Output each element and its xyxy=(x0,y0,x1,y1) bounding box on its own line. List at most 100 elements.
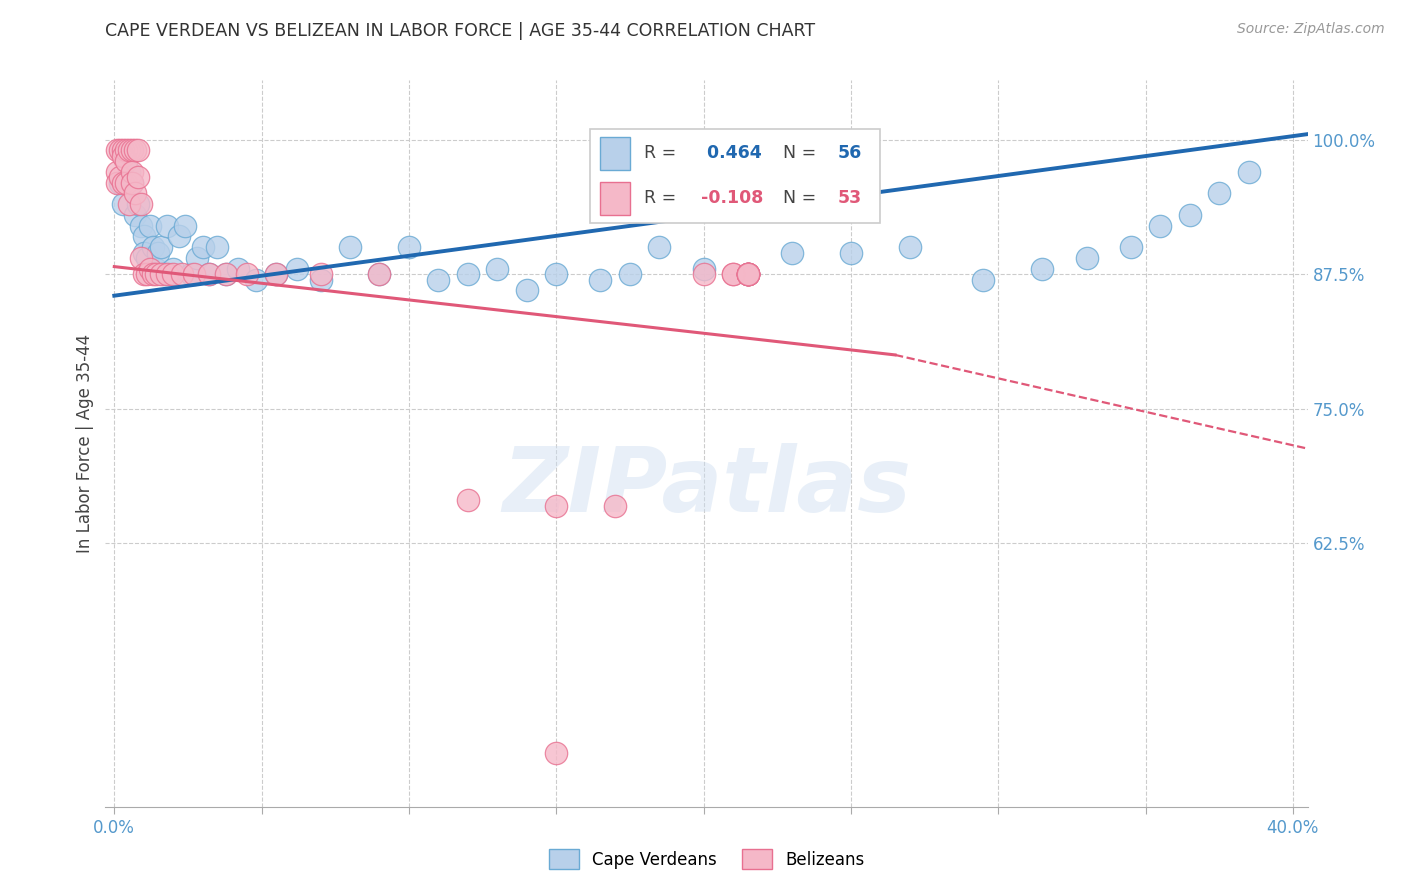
Point xyxy=(180,267,202,281)
Point xyxy=(1076,251,1098,265)
Point xyxy=(186,251,208,265)
Point xyxy=(112,143,135,157)
Point xyxy=(129,251,152,265)
Point xyxy=(197,267,219,281)
FancyBboxPatch shape xyxy=(589,129,880,223)
Point xyxy=(135,267,157,281)
Point xyxy=(191,240,214,254)
Point xyxy=(197,267,219,281)
Text: R =: R = xyxy=(644,144,676,161)
Point xyxy=(127,170,149,185)
Point xyxy=(692,267,714,281)
Point xyxy=(215,267,238,281)
Point xyxy=(427,272,450,286)
Text: 53: 53 xyxy=(838,189,862,207)
Point xyxy=(721,267,744,281)
Point xyxy=(132,245,155,260)
Point xyxy=(135,251,157,265)
Point xyxy=(183,267,205,281)
Point xyxy=(236,267,259,281)
Point xyxy=(174,219,197,233)
Point xyxy=(648,240,671,254)
Point xyxy=(546,747,568,761)
Point xyxy=(266,267,288,281)
Point xyxy=(153,267,176,281)
Point xyxy=(121,176,143,190)
Point xyxy=(605,499,627,513)
Point xyxy=(150,267,173,281)
Point xyxy=(516,283,538,297)
Point xyxy=(118,197,141,211)
Point xyxy=(162,261,184,276)
Point xyxy=(737,267,759,281)
Point xyxy=(162,267,184,281)
Point xyxy=(546,267,568,281)
Point xyxy=(1149,219,1171,233)
Point xyxy=(124,208,146,222)
Text: CAPE VERDEAN VS BELIZEAN IN LABOR FORCE | AGE 35-44 CORRELATION CHART: CAPE VERDEAN VS BELIZEAN IN LABOR FORCE … xyxy=(105,22,815,40)
Point xyxy=(721,267,744,281)
Point xyxy=(129,219,152,233)
Point xyxy=(737,267,759,281)
Point xyxy=(124,186,146,201)
Point xyxy=(115,154,138,169)
Point xyxy=(266,267,288,281)
Point xyxy=(121,143,143,157)
Point xyxy=(121,176,143,190)
Point xyxy=(737,267,759,281)
Point xyxy=(215,267,238,281)
Point xyxy=(148,245,170,260)
Point xyxy=(167,229,190,244)
Point xyxy=(368,267,391,281)
Point xyxy=(309,272,332,286)
Point xyxy=(619,267,641,281)
Point xyxy=(780,245,803,260)
Point xyxy=(309,267,332,281)
Text: N =: N = xyxy=(783,144,817,161)
Point xyxy=(737,267,759,281)
Point xyxy=(457,493,479,508)
Point xyxy=(285,261,308,276)
Point xyxy=(207,240,229,254)
Text: N =: N = xyxy=(783,189,817,207)
Point xyxy=(145,267,167,281)
Point xyxy=(1119,240,1142,254)
Bar xyxy=(600,137,630,170)
Point xyxy=(118,165,141,179)
Point xyxy=(898,240,921,254)
Point xyxy=(105,165,128,179)
Point xyxy=(115,143,138,157)
Point xyxy=(1208,186,1230,201)
Text: 56: 56 xyxy=(838,144,862,161)
Point xyxy=(108,143,131,157)
Point xyxy=(145,261,167,276)
Point xyxy=(486,261,509,276)
Point xyxy=(132,229,155,244)
Text: -0.108: -0.108 xyxy=(702,189,763,207)
Point xyxy=(124,143,146,157)
Y-axis label: In Labor Force | Age 35-44: In Labor Force | Age 35-44 xyxy=(76,334,94,553)
Point xyxy=(546,499,568,513)
Point xyxy=(112,149,135,163)
Point xyxy=(156,219,179,233)
Point xyxy=(737,267,759,281)
Point xyxy=(170,267,193,281)
Point xyxy=(105,176,128,190)
Point xyxy=(368,267,391,281)
Text: Source: ZipAtlas.com: Source: ZipAtlas.com xyxy=(1237,22,1385,37)
Point xyxy=(339,240,361,254)
Point xyxy=(118,143,141,157)
Point xyxy=(737,267,759,281)
Text: 0.464: 0.464 xyxy=(702,144,762,161)
Point xyxy=(112,176,135,190)
Point xyxy=(1031,261,1053,276)
Point xyxy=(142,240,165,254)
Point xyxy=(589,272,612,286)
Point xyxy=(156,267,179,281)
Point xyxy=(737,267,759,281)
Point xyxy=(108,176,131,190)
Point xyxy=(121,165,143,179)
Point xyxy=(1237,165,1260,179)
Point xyxy=(105,143,128,157)
Point xyxy=(972,272,994,286)
